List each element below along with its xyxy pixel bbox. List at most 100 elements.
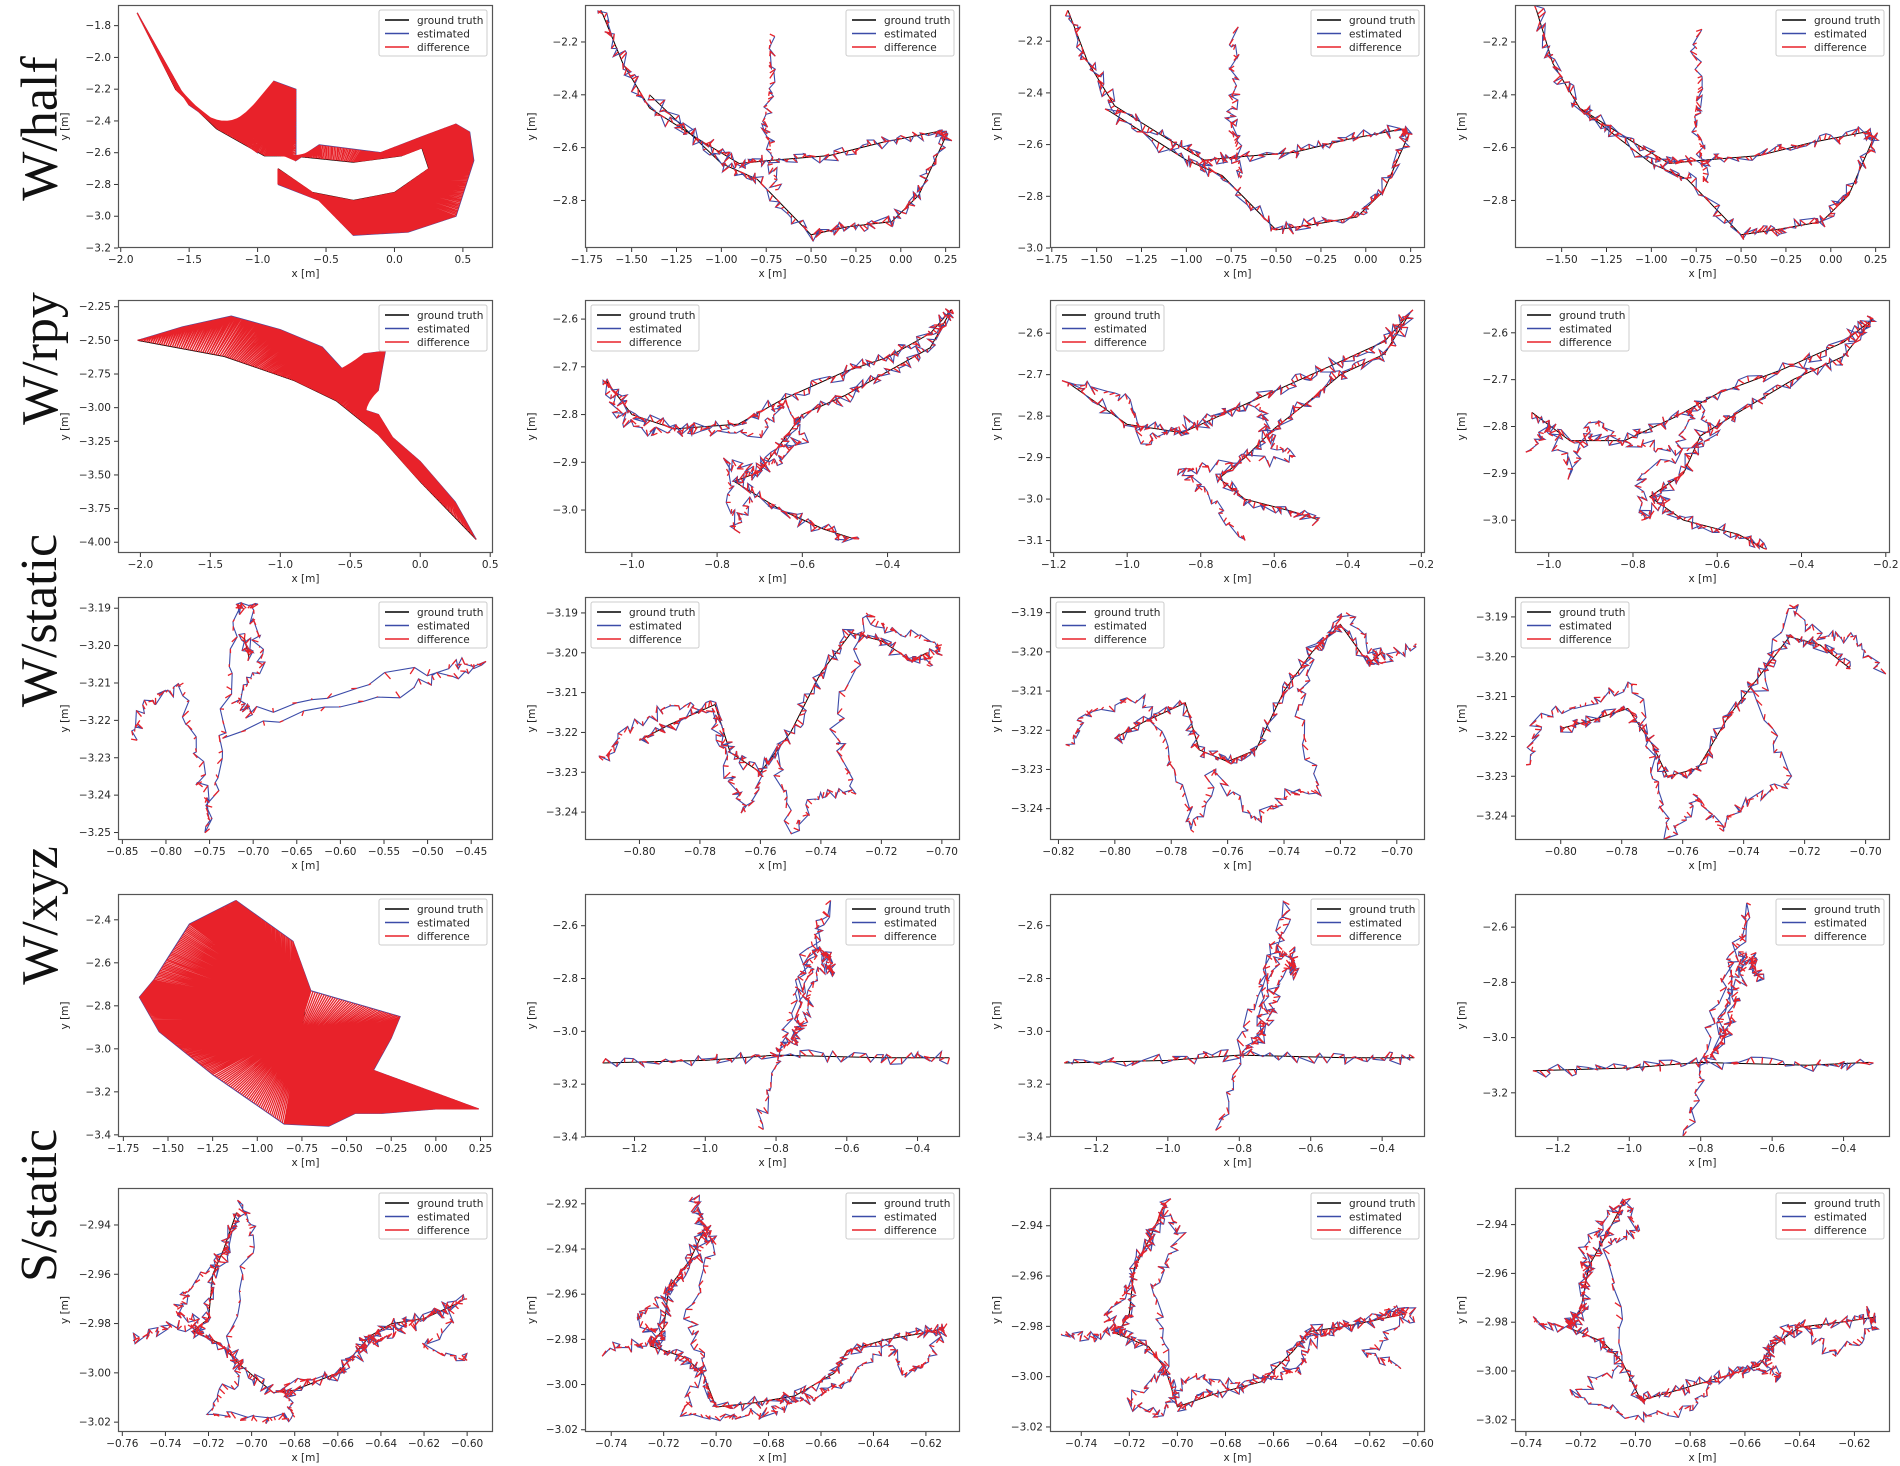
y-tick-label: −2.96 — [1011, 1271, 1043, 1283]
x-tick-label: −0.64 — [365, 1438, 397, 1450]
y-tick-label: −3.00 — [1476, 1366, 1508, 1378]
y-axis-label: y [m] — [526, 1002, 538, 1030]
trajectory-plot-w-rpy-3: −1.2 −1.0 −0.8 −0.6 −0.4 −0.2 −2.6 −2.7 −2.8 −2.9… — [991, 299, 1434, 585]
x-axis-label: x [m] — [759, 1157, 787, 1169]
y-tick-label: −2.6 — [1018, 920, 1044, 932]
y-tick-label: −3.0 — [86, 211, 112, 223]
x-tick-label: −1.2 — [1084, 1143, 1110, 1155]
difference-lines — [1525, 315, 1876, 550]
axes-frame — [117, 4, 494, 249]
plot-area — [1533, 5, 1880, 240]
x-tick-label: −0.80 — [150, 846, 182, 858]
x-tick-label: −0.4 — [1831, 1143, 1857, 1155]
x-tick-label: −1.2 — [622, 1143, 648, 1155]
x-tick-label: 0.5 — [455, 254, 472, 266]
y-tick-label: −2.2 — [1483, 36, 1509, 48]
y-tick-label: −2.98 — [1476, 1317, 1508, 1329]
x-tick-label: −0.70 — [1619, 1438, 1651, 1450]
x-axis-label: x [m] — [1689, 1157, 1717, 1169]
x-tick-label: −0.2 — [1873, 559, 1899, 571]
x-tick-label: −1.50 — [1546, 254, 1578, 266]
legend-entry: ground truth — [629, 607, 695, 619]
plot-area — [1525, 315, 1878, 550]
legend-entry: difference — [1559, 337, 1612, 349]
row-label: S/static — [0, 1085, 80, 1325]
trajectory-plot-w-static-1: −0.85 −0.80 −0.75 −0.70 −0.65 −0.60 −0.55 −0.50… — [59, 596, 494, 872]
ground-truth-line — [1067, 10, 1410, 231]
y-axis-label: y [m] — [526, 413, 538, 441]
x-tick-label: −0.72 — [1789, 846, 1821, 858]
x-tick-label: −1.2 — [1041, 559, 1067, 571]
x-tick-label: −0.78 — [1606, 846, 1638, 858]
x-tick-label: −0.85 — [106, 846, 138, 858]
x-tick-label: −0.74 — [805, 846, 837, 858]
x-tick-label: −0.72 — [865, 846, 897, 858]
y-tick-label: −2.9 — [1018, 452, 1044, 464]
x-tick-label: −0.68 — [1674, 1438, 1706, 1450]
x-tick-label: −0.8 — [1227, 1143, 1253, 1155]
y-tick-label: −2.50 — [79, 335, 111, 347]
x-tick-label: −0.74 — [1065, 1438, 1097, 1450]
x-tick-label: 0.00 — [1354, 254, 1377, 266]
x-tick-label: −1.25 — [197, 1143, 229, 1155]
y-tick-label: −3.21 — [79, 677, 111, 689]
x-tick-label: −0.82 — [1042, 846, 1074, 858]
x-tick-label: −0.76 — [1212, 846, 1244, 858]
plot-area — [1060, 1198, 1417, 1418]
y-tick-label: −3.22 — [79, 715, 111, 727]
legend-entry: difference — [417, 634, 470, 646]
legend-entry: difference — [1349, 1225, 1402, 1237]
row-label: W/xyz — [0, 795, 80, 1035]
x-tick-label: −1.25 — [1590, 254, 1622, 266]
y-tick-label: −2.6 — [553, 314, 579, 326]
x-tick-label: −0.55 — [368, 846, 400, 858]
y-tick-label: −3.22 — [1011, 725, 1043, 737]
x-tick-label: −0.74 — [595, 1438, 627, 1450]
estimated-line — [1065, 612, 1417, 830]
y-tick-label: −3.4 — [1018, 1132, 1044, 1144]
difference-lines — [1533, 5, 1879, 240]
difference-lines — [1061, 309, 1414, 541]
x-tick-label: −0.66 — [805, 1438, 837, 1450]
legend-entry: estimated — [417, 620, 470, 632]
trajectory-plot-s-static-3: −0.74 −0.72 −0.70 −0.68 −0.66 −0.64 −0.62 −0.60… — [991, 1187, 1434, 1464]
trajectory-plot-w-xyz-1: −1.75 −1.50 −1.25 −1.00 −0.75 −0.50 −0.25 0.00 0… — [59, 893, 494, 1169]
legend-entry: difference — [884, 931, 937, 943]
x-tick-label: −0.6 — [1704, 559, 1730, 571]
trajectory-plot-w-xyz-4: −1.2 −1.0 −0.8 −0.6 −0.4 −2.6 −2.8 −3.0 −3.2 x [m… — [1456, 893, 1891, 1169]
legend-entry: difference — [417, 1225, 470, 1237]
plot-area — [598, 612, 943, 835]
x-tick-label: −0.70 — [1381, 846, 1413, 858]
x-tick-label: −0.62 — [910, 1438, 942, 1450]
legend-entry: difference — [884, 42, 937, 54]
x-tick-label: −0.60 — [324, 846, 356, 858]
legend-entry: difference — [1094, 634, 1147, 646]
x-tick-label: −0.80 — [1545, 846, 1577, 858]
x-tick-label: −0.50 — [1260, 254, 1292, 266]
y-tick-label: −3.0 — [1018, 1026, 1044, 1038]
x-tick-label: −0.76 — [106, 1438, 138, 1450]
row-label: W/static — [0, 500, 80, 740]
y-tick-label: −2.8 — [1483, 977, 1509, 989]
x-tick-label: −1.0 — [1617, 1143, 1643, 1155]
x-tick-label: −0.66 — [322, 1438, 354, 1450]
x-tick-label: −2.0 — [108, 254, 134, 266]
y-axis-label: y [m] — [991, 1002, 1003, 1030]
y-tick-label: −3.24 — [79, 790, 111, 802]
x-tick-label: −0.6 — [834, 1143, 860, 1155]
x-tick-label: 0.25 — [1399, 254, 1422, 266]
difference-lines — [130, 602, 487, 834]
y-tick-label: −3.23 — [546, 767, 578, 779]
x-tick-label: −0.6 — [790, 559, 816, 571]
x-tick-label: −1.0 — [619, 559, 645, 571]
legend-entry: ground truth — [417, 607, 483, 619]
x-tick-label: −1.00 — [1170, 254, 1202, 266]
trajectory-plot-w-static-2: −0.80 −0.78 −0.76 −0.74 −0.72 −0.70 −3.19 −3.20… — [526, 596, 961, 872]
legend-entry: difference — [1349, 42, 1402, 54]
x-tick-label: −1.00 — [1635, 254, 1667, 266]
